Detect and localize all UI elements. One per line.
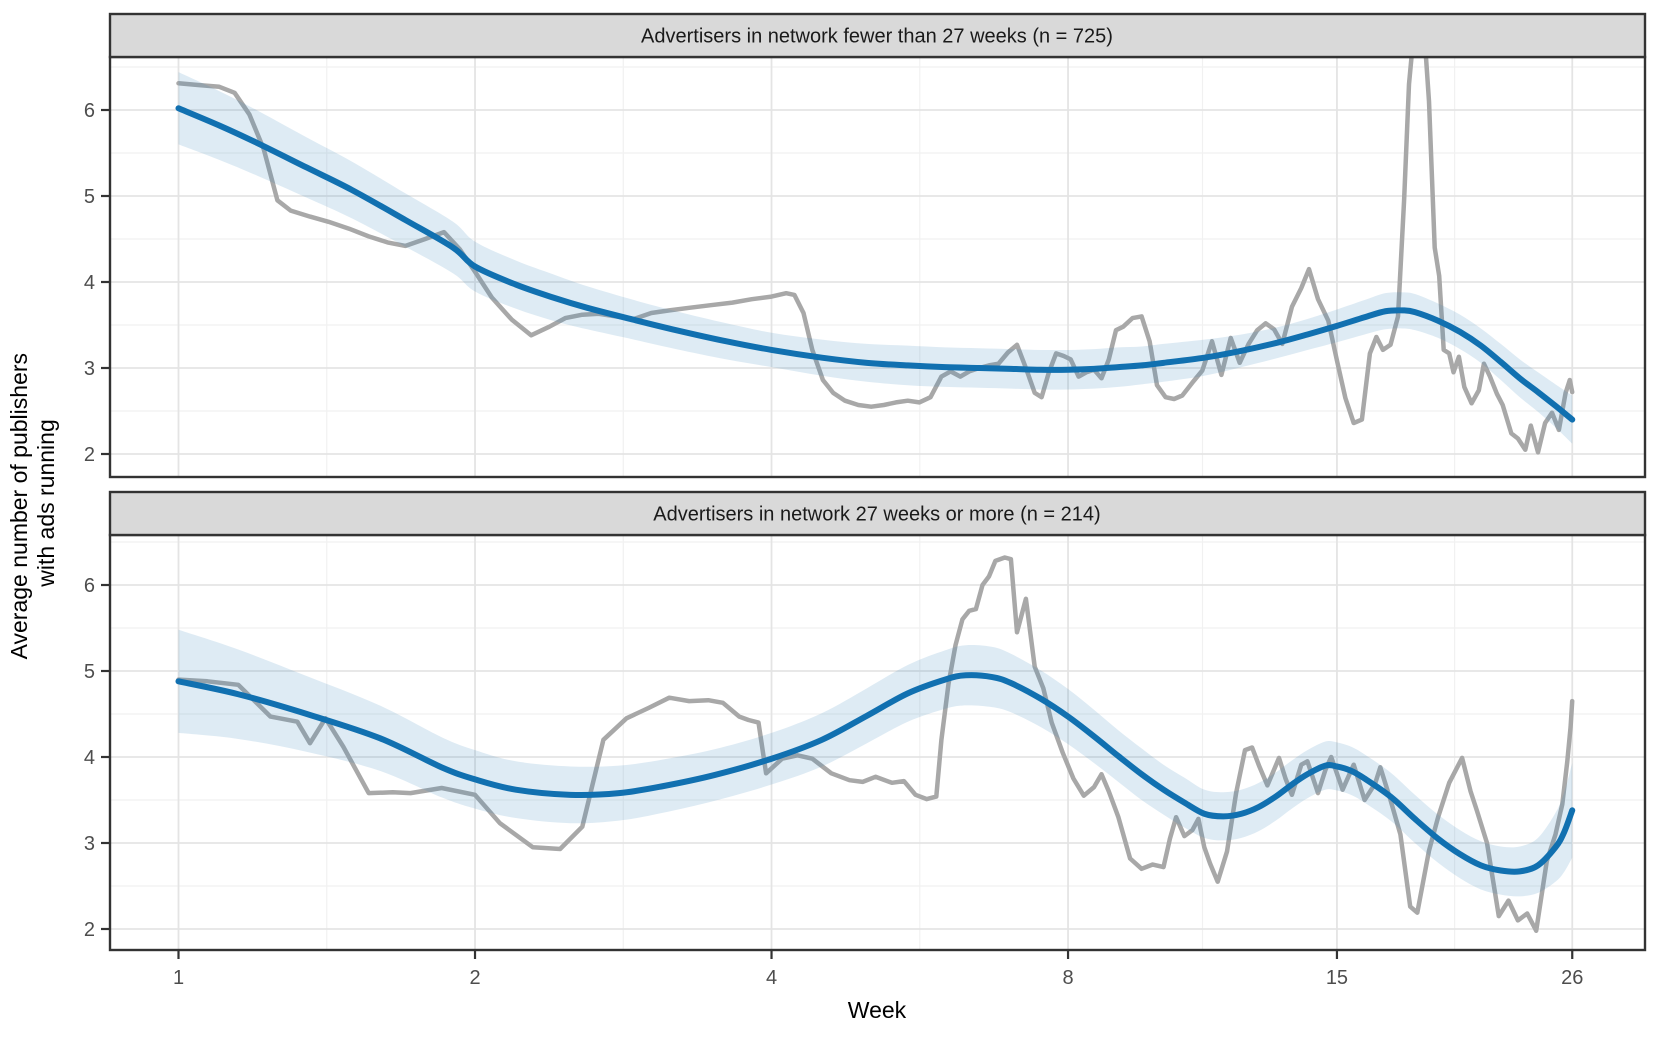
panel-bottom: 2 3 4 5 6 1 2 4 8 15 26 (84, 533, 1647, 989)
x-tick-label: 4 (766, 967, 777, 989)
confidence-band (178, 72, 1573, 444)
facet-strip-top-title: Advertisers in network fewer than 27 wee… (641, 26, 1113, 48)
facet-strip-top (108, 12, 1647, 59)
x-axis-title: Week (848, 997, 907, 1023)
raw-weekly-line (176, 57, 1575, 455)
y-tick-label: 3 (84, 833, 95, 855)
x-tick-label: 8 (1062, 967, 1073, 989)
x-tick-label: 26 (1561, 967, 1583, 989)
confidence-band (178, 629, 1573, 897)
y-tick-label: 6 (84, 575, 95, 597)
x-tick-label: 1 (173, 967, 184, 989)
facet-strips: Advertisers in network fewer than 27 wee… (108, 12, 1647, 537)
y-tick-label: 4 (84, 272, 95, 294)
y-tick-label: 2 (84, 919, 95, 941)
gridlines (110, 535, 1645, 950)
y-axis-title-line1: Average number of publishers (6, 353, 32, 659)
x-tick-label: 15 (1326, 967, 1348, 989)
y-tick-label: 5 (84, 186, 95, 208)
y-tick-label: 5 (84, 661, 95, 683)
y-axis-title: Average number of publishers with ads ru… (6, 347, 59, 660)
series-layer (175, 57, 1576, 455)
facet-strip-bottom (108, 490, 1647, 537)
facet-strip-bottom-title: Advertisers in network 27 weeks or more … (653, 504, 1100, 526)
smooth-loess-line (175, 105, 1576, 423)
series-layer (175, 555, 1576, 933)
y-tick-label: 4 (84, 747, 95, 769)
x-tick-label: 2 (469, 967, 480, 989)
gridlines (110, 57, 1645, 477)
panel-border (108, 55, 1647, 479)
panels-layer: 2 3 4 5 6 2 3 4 5 6 1 2 4 8 15 26 (84, 55, 1647, 989)
y-axis-title-line2: with ads running (33, 419, 59, 588)
panel-top: 2 3 4 5 6 (84, 55, 1647, 479)
smooth-loess-line (175, 672, 1576, 875)
y-tick-label: 2 (84, 444, 95, 466)
y-tick-label: 6 (84, 100, 95, 122)
y-tick-label: 3 (84, 358, 95, 380)
raw-weekly-line (176, 555, 1575, 933)
